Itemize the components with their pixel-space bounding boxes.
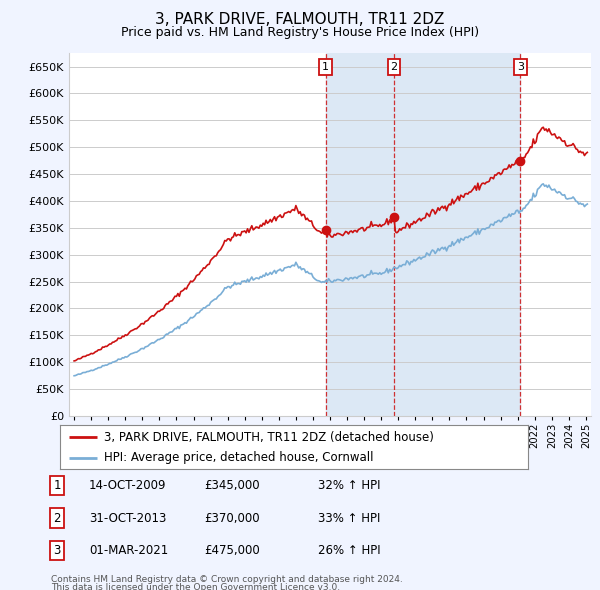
Text: 3: 3: [517, 62, 524, 72]
Text: HPI: Average price, detached house, Cornwall: HPI: Average price, detached house, Corn…: [104, 451, 374, 464]
Text: 3, PARK DRIVE, FALMOUTH, TR11 2DZ: 3, PARK DRIVE, FALMOUTH, TR11 2DZ: [155, 12, 445, 27]
Text: 33% ↑ HPI: 33% ↑ HPI: [318, 512, 380, 525]
Text: 26% ↑ HPI: 26% ↑ HPI: [318, 544, 380, 557]
Text: 2: 2: [53, 512, 61, 525]
Text: Price paid vs. HM Land Registry's House Price Index (HPI): Price paid vs. HM Land Registry's House …: [121, 26, 479, 39]
Text: 31-OCT-2013: 31-OCT-2013: [89, 512, 166, 525]
Text: 01-MAR-2021: 01-MAR-2021: [89, 544, 168, 557]
Text: 3, PARK DRIVE, FALMOUTH, TR11 2DZ (detached house): 3, PARK DRIVE, FALMOUTH, TR11 2DZ (detac…: [104, 431, 434, 444]
Text: 1: 1: [53, 479, 61, 492]
Text: 2: 2: [391, 62, 398, 72]
Text: 1: 1: [322, 62, 329, 72]
Bar: [326, 53, 520, 416]
Text: £345,000: £345,000: [204, 479, 260, 492]
Text: This data is licensed under the Open Government Licence v3.0.: This data is licensed under the Open Gov…: [51, 583, 340, 590]
Text: 3: 3: [53, 544, 61, 557]
Text: £475,000: £475,000: [204, 544, 260, 557]
Text: 14-OCT-2009: 14-OCT-2009: [89, 479, 166, 492]
Text: Contains HM Land Registry data © Crown copyright and database right 2024.: Contains HM Land Registry data © Crown c…: [51, 575, 403, 584]
Text: 32% ↑ HPI: 32% ↑ HPI: [318, 479, 380, 492]
Text: £370,000: £370,000: [204, 512, 260, 525]
